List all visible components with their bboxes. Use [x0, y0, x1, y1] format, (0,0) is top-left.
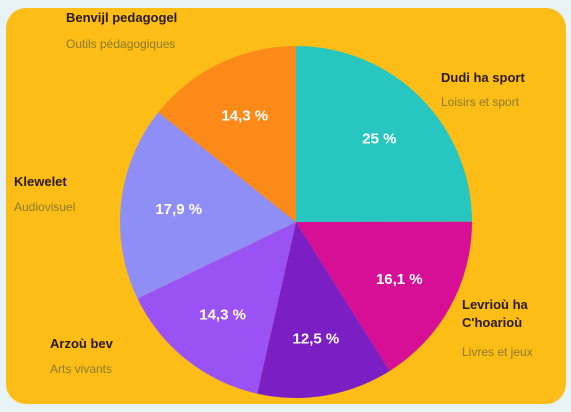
slice-main-label: Arzoù bev [50, 336, 114, 351]
pie-slice [296, 221, 473, 371]
slice-main-label: Dudi ha sport [441, 70, 525, 85]
slice-sub-label: Outils pédagogiques [66, 37, 175, 51]
slice-sub-label: Livres et jeux [462, 345, 533, 359]
slice-sub-label: Loisirs et sport [441, 95, 520, 109]
slice-value-label: 25 % [362, 131, 396, 148]
pie-slice [137, 222, 296, 394]
slice-sub-label: Audiovisuel [14, 200, 75, 214]
label-arts-vivants: Arzoù bev Arts vivants [50, 336, 114, 376]
slice-value-label: 12,5 % [293, 330, 340, 347]
slice-main-label: Benvijl pedagogel [66, 10, 177, 25]
slice-value-label: 14,3 % [199, 306, 246, 323]
slice-value-label: 16,1 % [376, 271, 423, 288]
pie-slice [257, 222, 390, 398]
slice-value-label: 14,3 % [221, 108, 268, 125]
label-audiovisuel: Klewelet Audiovisuel [14, 174, 75, 214]
slice-main-label: Levrioù ha C'hoarioù [462, 297, 529, 330]
slice-value-label: 17,9 % [155, 201, 202, 218]
pie-slice [120, 112, 296, 299]
pie-slice [158, 46, 296, 222]
label-loisirs-et-sport: Dudi ha sport Loisirs et sport [441, 70, 525, 109]
label-outils-pedagogiques: Benvijl pedagogel Outils pédagogiques [66, 10, 177, 51]
label-livres-et-jeux: Levrioù ha C'hoarioù Livres et jeux [462, 297, 533, 359]
slice-main-label: Klewelet [14, 174, 67, 189]
pie-slice [296, 46, 472, 222]
slice-sub-label: Arts vivants [50, 362, 112, 376]
